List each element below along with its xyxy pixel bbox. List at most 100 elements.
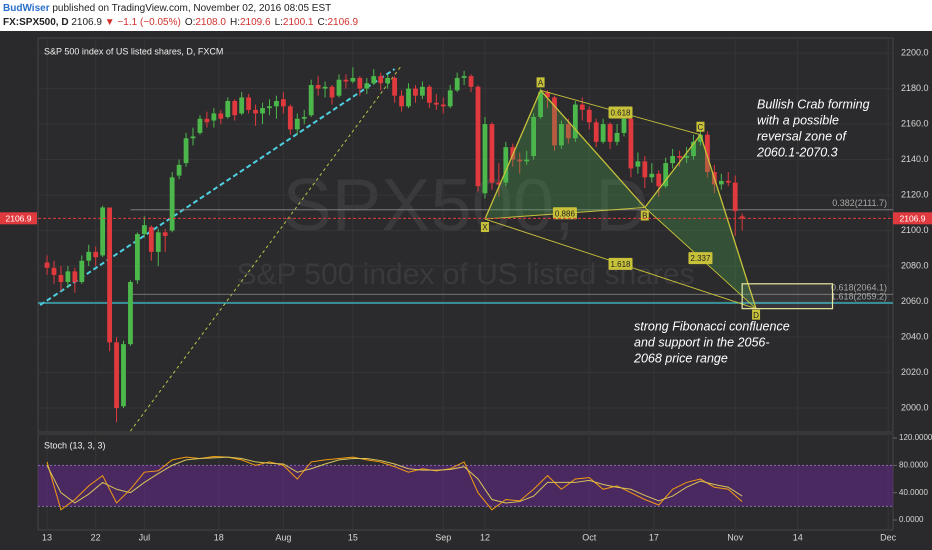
stoch-pane bbox=[37, 433, 894, 531]
candle-body bbox=[350, 77, 356, 82]
candle-body bbox=[586, 109, 592, 123]
ohlc-label: L: bbox=[274, 17, 283, 28]
annotation: 2068 price range bbox=[633, 351, 728, 365]
candle-body bbox=[239, 97, 245, 114]
annotation: Bullish Crab forming bbox=[757, 97, 870, 111]
fib-label: 0.382(2111.7) bbox=[832, 198, 887, 208]
candle-body bbox=[176, 164, 182, 176]
candle-body bbox=[308, 85, 314, 116]
ratio-box bbox=[608, 257, 633, 270]
price-box bbox=[0, 212, 37, 225]
ohlc-label: O: bbox=[184, 17, 196, 28]
candle-body bbox=[155, 232, 161, 252]
x-tick-label: 22 bbox=[91, 532, 101, 542]
candle-body bbox=[705, 134, 710, 172]
y-tick-label: 2060.0 bbox=[901, 296, 929, 306]
candle-body bbox=[413, 88, 418, 96]
pattern-leg bbox=[644, 134, 701, 208]
candle-body bbox=[517, 159, 523, 162]
ratio-label: 2.337 bbox=[690, 254, 711, 263]
candle-body bbox=[301, 116, 307, 119]
candle-body bbox=[128, 282, 133, 345]
candle-body bbox=[121, 344, 126, 407]
fib-label: 1.618(2059.2) bbox=[831, 291, 887, 301]
candle-body bbox=[79, 260, 85, 283]
candle-body bbox=[322, 86, 328, 89]
point-box bbox=[752, 309, 761, 320]
ohlc-label: C: bbox=[317, 17, 328, 28]
ohlc-value: 2109.6 bbox=[239, 17, 271, 28]
candle-body bbox=[232, 101, 238, 116]
main-pane bbox=[37, 37, 894, 433]
point-label: C bbox=[698, 123, 704, 132]
candle-body bbox=[329, 86, 335, 98]
last: 2106.9 bbox=[71, 17, 102, 28]
candle-body bbox=[677, 156, 682, 158]
candle-body bbox=[663, 163, 669, 187]
y-tick-label: 2100.0 bbox=[901, 225, 929, 235]
candle-body bbox=[204, 118, 210, 123]
candle-body bbox=[399, 95, 404, 107]
candle-body bbox=[72, 271, 78, 283]
candle-body bbox=[336, 79, 342, 96]
candle-body bbox=[44, 262, 50, 268]
ratio-label: 0.886 bbox=[555, 209, 576, 218]
symbol: FX:SPX500, D bbox=[3, 17, 69, 28]
candle-body bbox=[107, 207, 112, 343]
candle-body bbox=[406, 88, 411, 107]
candle-body bbox=[649, 173, 655, 178]
y-tick-label: 2120.0 bbox=[901, 189, 929, 199]
x-tick-label: 17 bbox=[649, 532, 659, 542]
x-tick-label: Oct bbox=[582, 532, 597, 542]
candle-body bbox=[392, 77, 397, 96]
chart: SPX500, D S&P 500 index of US listed shar… bbox=[0, 37, 932, 542]
candle-body bbox=[698, 134, 703, 142]
candle-body bbox=[420, 86, 425, 96]
pattern-leg bbox=[484, 90, 542, 220]
candle-body bbox=[496, 182, 502, 185]
candle-body bbox=[315, 85, 321, 89]
x-tick-label: 12 bbox=[480, 532, 490, 542]
candle-body bbox=[86, 251, 92, 261]
candle-body bbox=[225, 101, 231, 117]
trendline bbox=[39, 68, 396, 306]
candle-body bbox=[148, 227, 154, 252]
y-tick-label: 2080.0 bbox=[901, 260, 929, 270]
y-tick-label: 2180.0 bbox=[901, 83, 929, 93]
candle-body bbox=[378, 76, 384, 84]
candle-body bbox=[440, 104, 446, 107]
point-box bbox=[536, 77, 545, 88]
candle-body bbox=[565, 124, 571, 139]
candle-body bbox=[732, 182, 738, 212]
stoch-line bbox=[46, 455, 743, 511]
candle-body bbox=[58, 274, 64, 283]
chart-title: S&P 500 index of US listed shares, D, FX… bbox=[44, 46, 223, 56]
candle-body bbox=[454, 77, 460, 91]
candle-body bbox=[65, 271, 71, 283]
candle-body bbox=[364, 83, 370, 89]
y-tick-label: 40.0000 bbox=[899, 488, 928, 497]
trendline bbox=[130, 65, 402, 432]
published: published on TradingView.com, November 0… bbox=[52, 3, 332, 14]
price-box-label: 2106.9 bbox=[6, 214, 32, 224]
candle-body bbox=[51, 267, 57, 275]
ratio-box bbox=[608, 106, 633, 119]
y-tick-label: 2040.0 bbox=[901, 331, 929, 341]
candle-body bbox=[169, 177, 175, 231]
point-label: B bbox=[642, 212, 647, 221]
candle-body bbox=[579, 104, 585, 110]
candle-body bbox=[461, 76, 467, 78]
candle-body bbox=[739, 216, 745, 219]
candle-body bbox=[628, 118, 634, 169]
candle-body bbox=[135, 234, 140, 281]
candle-body bbox=[253, 109, 258, 114]
author[interactable]: BudWiser bbox=[3, 3, 50, 14]
annotation: and support in the 2056- bbox=[634, 335, 770, 349]
candle-body bbox=[246, 97, 252, 110]
pattern-leg bbox=[699, 134, 757, 309]
ohlc-value: 2106.9 bbox=[327, 17, 359, 28]
candle-body bbox=[635, 161, 641, 167]
candle-body bbox=[274, 101, 279, 107]
candle-body bbox=[607, 124, 613, 142]
